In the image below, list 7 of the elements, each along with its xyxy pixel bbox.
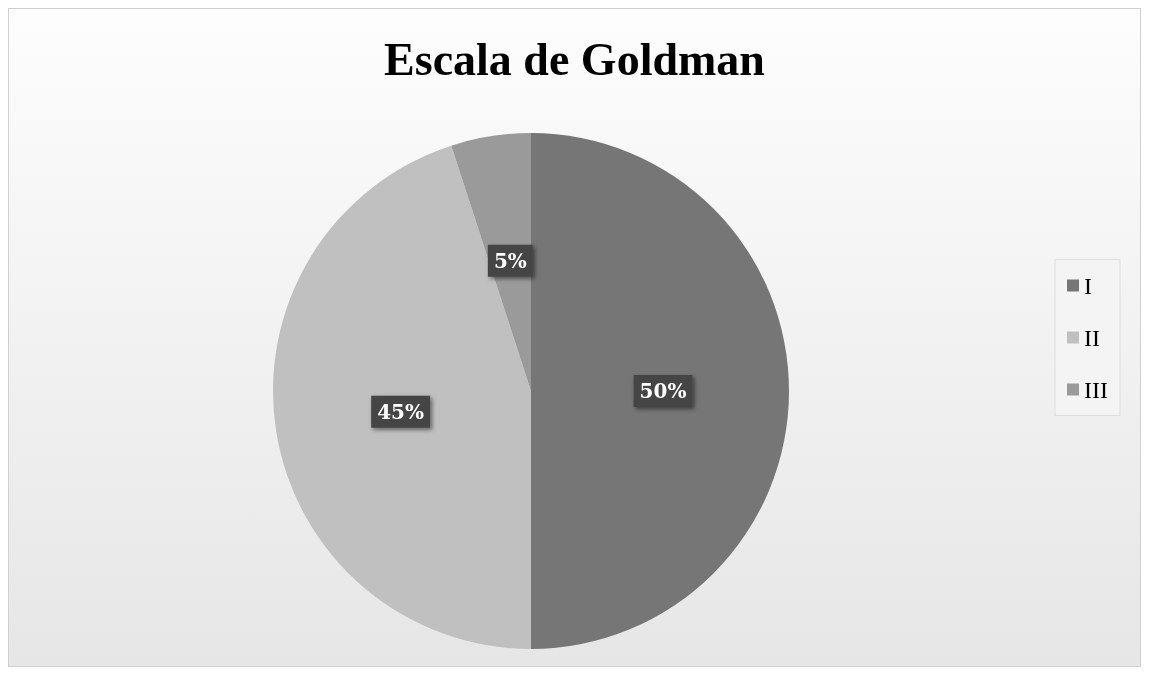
chart-title: Escala de Goldman — [384, 33, 765, 85]
data-label: 50% — [639, 379, 687, 403]
data-label: 5% — [493, 248, 527, 273]
legend-label: II — [1084, 324, 1101, 351]
legend-label: III — [1084, 376, 1109, 403]
legend-label: I — [1084, 272, 1093, 299]
data-label: 45% — [377, 399, 425, 424]
